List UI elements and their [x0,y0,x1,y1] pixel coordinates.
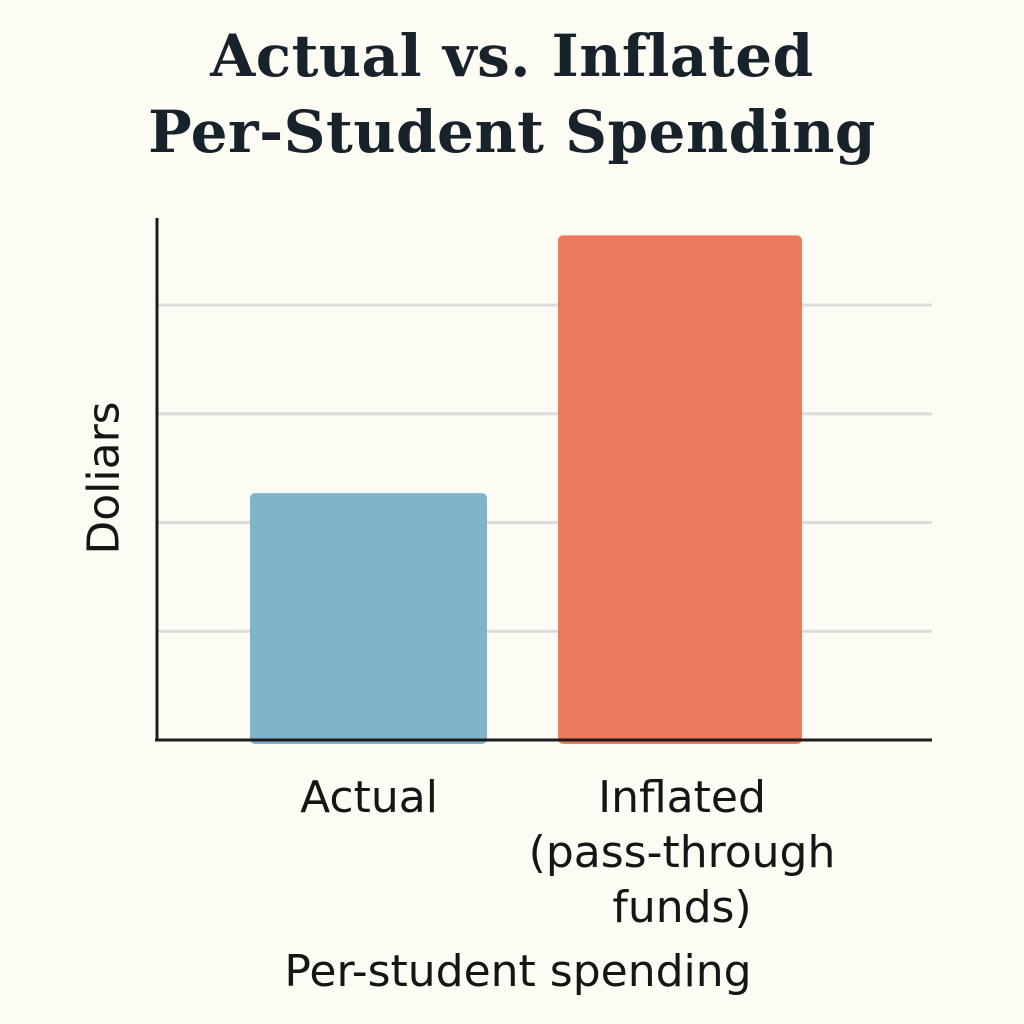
chart-title-line-1: Actual vs. Inflated [210,22,814,90]
bar-inflated [558,235,802,744]
chart-title: Actual vs. Inflated Per-Student Spending [0,18,1024,170]
category-label-actual: Actual [300,772,438,823]
chart-title-line-2: Per-Student Spending [148,98,876,166]
x-axis-label: Per-student spending [284,946,752,997]
bar-actual [250,493,487,744]
bars [250,235,802,744]
category-label-inflated: Inflated (pass-through funds) [528,772,836,933]
